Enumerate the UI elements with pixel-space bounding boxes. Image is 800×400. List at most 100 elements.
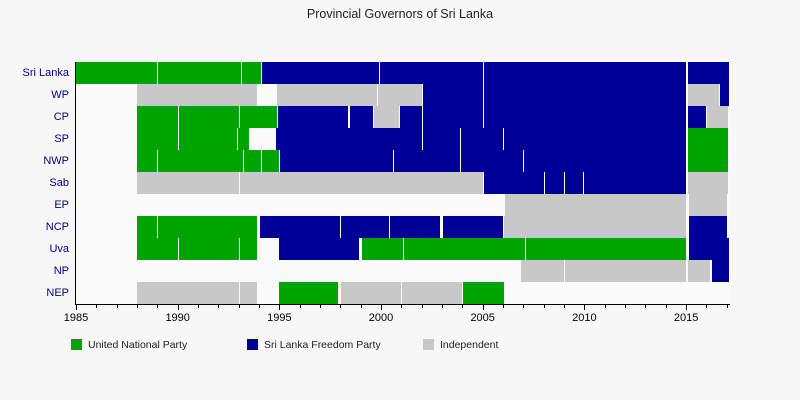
row-label: WP [51,89,69,101]
term-separator [238,282,240,304]
bar-segment [688,194,727,216]
bar-segment [688,216,727,238]
bar-segment [236,128,249,150]
x-minor-tick [137,305,138,308]
bar-segment [399,106,422,128]
term-separator [403,238,405,260]
bar-segment [277,84,377,106]
bar-segment [503,128,687,150]
term-separator [360,238,362,260]
x-minor-tick [320,305,321,308]
term-separator [462,282,464,304]
bar-segment [238,282,257,304]
x-minor-tick [259,305,260,308]
x-major-tick [76,305,77,310]
x-tick-label: 1995 [267,312,292,324]
bar-segment [137,84,257,106]
bar-segment [521,260,565,282]
term-separator [564,260,566,282]
x-minor-tick [564,305,566,308]
bar-segment [482,106,687,128]
bar-segment [238,172,483,194]
term-separator [379,62,380,84]
x-minor-tick [340,305,342,308]
term-separator [482,84,484,106]
term-separator [401,282,403,304]
bar-segment [710,260,729,282]
bar-segment [421,128,461,150]
bar-segment [240,62,261,84]
bar-segment [157,150,243,172]
term-separator [688,216,690,238]
bar-segment [543,172,564,194]
bar-segment [177,238,239,260]
row-label: NWP [43,155,69,167]
x-tick-label: 2000 [368,312,394,324]
bar-segment [523,150,687,172]
bar-segment [137,172,239,194]
x-minor-tick [157,305,159,308]
bar-segment [462,282,505,304]
x-minor-tick [462,305,464,308]
row-label: Sab [49,177,69,189]
term-separator [242,150,244,172]
bar-segment [277,106,349,128]
x-tick-label: 1985 [63,312,89,324]
bar-segment [503,216,687,238]
bar-segment [706,106,728,128]
bar-segment [242,150,262,172]
bar-segment [238,106,278,128]
x-minor-tick [238,305,240,308]
term-separator [482,62,484,84]
bar-segment [137,150,158,172]
x-major-tick [482,305,484,310]
bar-segment [442,216,503,238]
term-separator [259,216,260,238]
bar-segment [718,84,729,106]
term-separator [583,172,585,194]
bar-segment [348,106,373,128]
term-separator [340,216,342,238]
legend-label-slfp: Sri Lanka Freedom Party [264,339,381,351]
x-minor-tick [625,305,627,308]
bar-segment [238,238,257,260]
term-separator [238,172,240,194]
term-separator [279,150,281,172]
bar-segment [687,106,707,128]
bar-segment [379,62,483,84]
bar-segment [687,84,719,106]
term-separator [277,106,279,128]
term-separator [340,282,342,304]
bar-segment [564,260,687,282]
term-separator [177,128,179,150]
x-minor-tick [299,305,301,308]
term-separator [236,128,238,150]
term-separator [261,62,263,84]
bar-segment [137,282,239,304]
bar-segment [688,238,729,260]
bar-segment [687,62,729,84]
term-separator [372,106,374,128]
x-minor-tick [665,305,667,308]
bar-segment [76,62,158,84]
x-minor-tick [726,305,728,308]
x-tick-label: 2015 [673,312,699,324]
x-major-tick [686,305,688,310]
row-label: Uva [49,243,69,255]
bar-segment [261,62,379,84]
term-separator [177,106,179,128]
term-separator [393,150,395,172]
row-label: Sri Lanka [22,67,69,79]
term-separator [399,106,401,128]
term-separator [389,216,391,238]
term-separator [377,84,378,106]
term-separator [157,150,159,172]
term-separator [687,150,689,172]
bar-segment [261,150,280,172]
bar-segment [583,172,687,194]
term-separator [503,216,505,238]
bar-segment [403,238,526,260]
term-separator [687,106,689,128]
bar-segment [482,62,687,84]
